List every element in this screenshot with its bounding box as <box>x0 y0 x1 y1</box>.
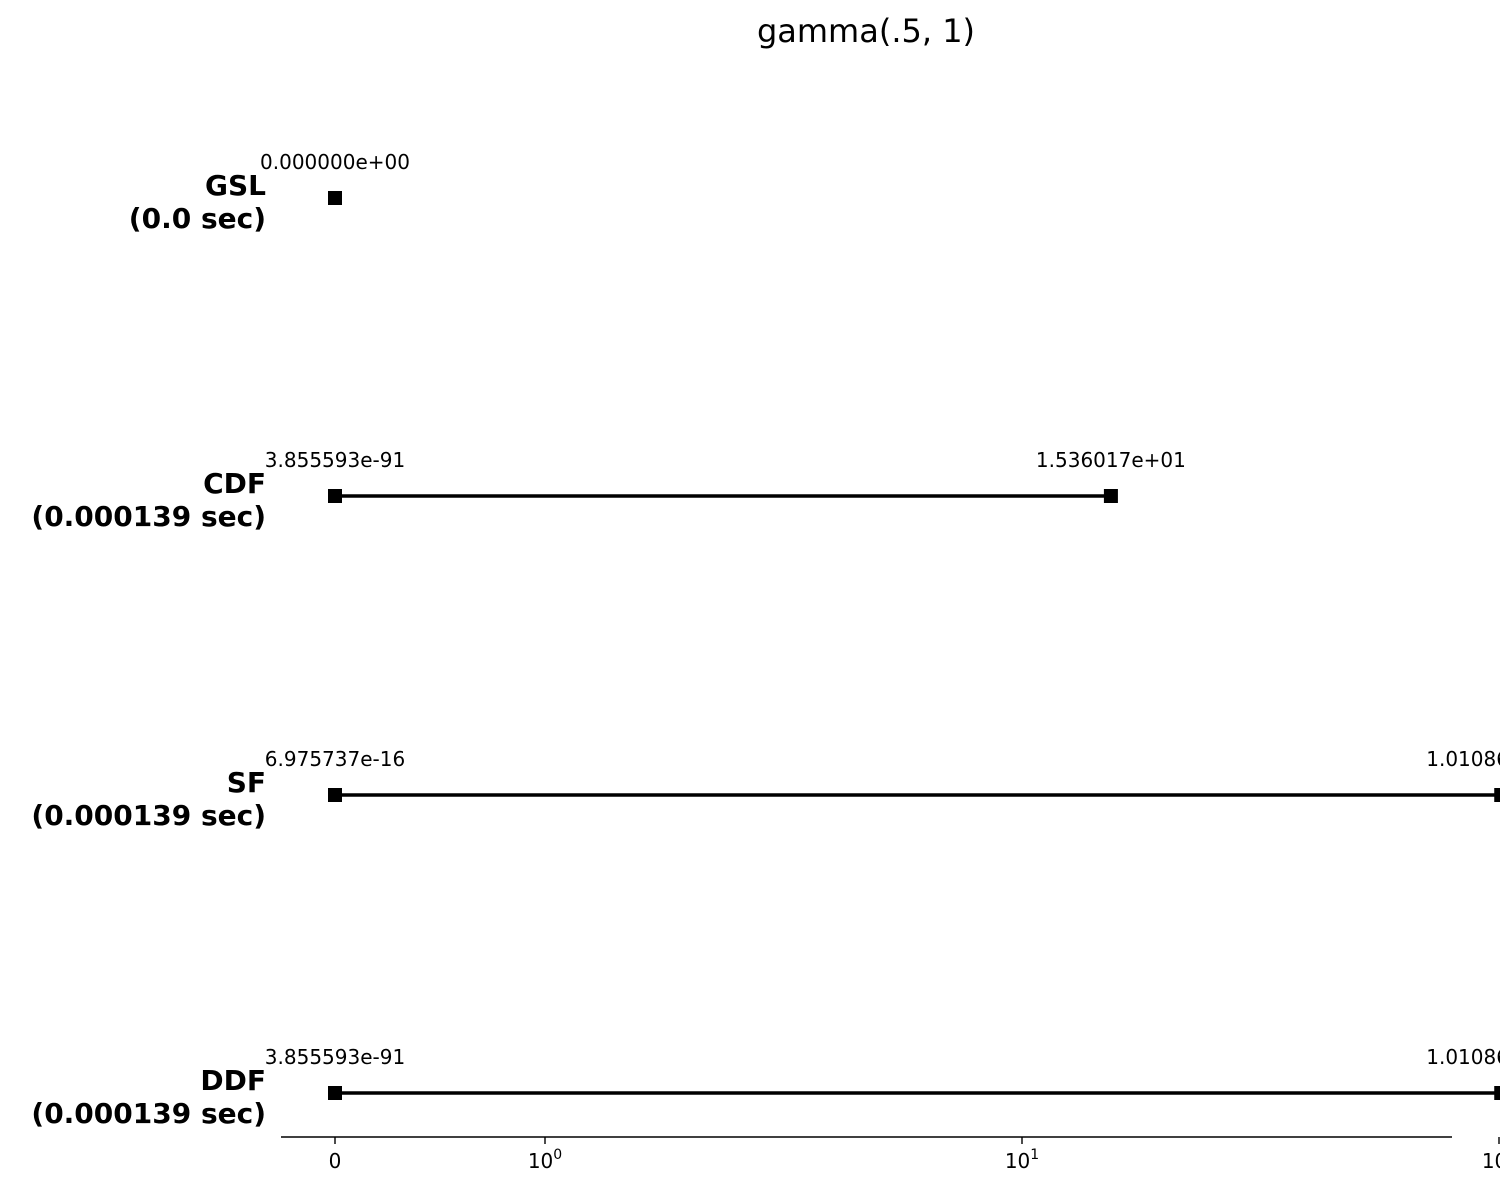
x-tick-base: 0 <box>329 1149 342 1173</box>
low-value-label: 6.975737e-16 <box>265 747 405 771</box>
low-value-label: 0.000000e+00 <box>260 150 410 174</box>
x-axis-ticks: 0100101102 <box>329 1137 1500 1173</box>
row-sf: SF(0.000139 sec) 1.010868e+02 6.975737e-16 <box>31 747 1500 832</box>
high-value-label: 1.010868e+02 <box>1426 747 1500 771</box>
high-marker <box>1103 489 1118 503</box>
row-ddf: DDF(0.000139 sec) 1.010868e+02 3.855593e-9… <box>31 1045 1500 1130</box>
x-tick-label: 0 <box>329 1149 342 1173</box>
row-time-label: (0.000139 sec) <box>31 500 266 533</box>
x-tick-base: 10 <box>1005 1149 1030 1173</box>
row-name-label: GSL <box>205 169 266 202</box>
low-marker <box>328 191 342 205</box>
row-cdf: CDF(0.000139 sec) 1.536017e+01 3.855593e-9… <box>31 448 1185 533</box>
high-marker <box>1494 788 1500 802</box>
high-value-label: 1.536017e+01 <box>1036 448 1186 472</box>
row-gsl: GSL(0.0 sec) 0.000000e+00 <box>129 150 410 235</box>
chart-title: gamma(.5, 1) <box>757 12 975 50</box>
x-tick-label: 100 <box>528 1147 562 1173</box>
x-tick-base: 10 <box>1482 1149 1500 1173</box>
low-marker <box>328 1086 342 1100</box>
high-value-label: 1.010868e+02 <box>1426 1045 1500 1069</box>
low-marker <box>328 788 342 802</box>
low-value-label: 3.855593e-91 <box>265 448 405 472</box>
x-tick-exponent: 0 <box>553 1147 562 1163</box>
row-time-label: (0.0 sec) <box>129 202 266 235</box>
row-time-label: (0.000139 sec) <box>31 799 266 832</box>
row-time-label: (0.000139 sec) <box>31 1097 266 1130</box>
x-tick-label: 102 <box>1482 1147 1500 1173</box>
high-marker <box>1494 1086 1500 1100</box>
x-tick-label: 101 <box>1005 1147 1039 1173</box>
x-tick-base: 10 <box>528 1149 553 1173</box>
x-tick-exponent: 1 <box>1030 1147 1039 1163</box>
row-name-label: SF <box>227 766 266 799</box>
row-name-label: CDF <box>203 467 266 500</box>
row-name-label: DDF <box>200 1064 266 1097</box>
low-marker <box>328 489 342 503</box>
low-value-label: 3.855593e-91 <box>265 1045 405 1069</box>
